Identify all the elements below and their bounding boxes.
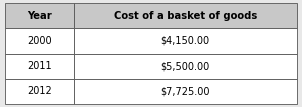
Text: Year: Year <box>27 11 52 21</box>
Bar <box>5 28 74 54</box>
Text: $4,150.00: $4,150.00 <box>161 36 210 46</box>
Bar <box>5 79 74 104</box>
Bar <box>74 79 297 104</box>
Text: 2000: 2000 <box>27 36 52 46</box>
Text: 2012: 2012 <box>27 86 52 96</box>
Text: 2011: 2011 <box>27 61 52 71</box>
Text: Cost of a basket of goods: Cost of a basket of goods <box>114 11 257 21</box>
Bar <box>5 3 74 28</box>
Bar <box>5 54 74 79</box>
Text: $7,725.00: $7,725.00 <box>160 86 210 96</box>
Bar <box>74 54 297 79</box>
Bar <box>74 3 297 28</box>
Text: $5,500.00: $5,500.00 <box>161 61 210 71</box>
Bar <box>74 28 297 54</box>
